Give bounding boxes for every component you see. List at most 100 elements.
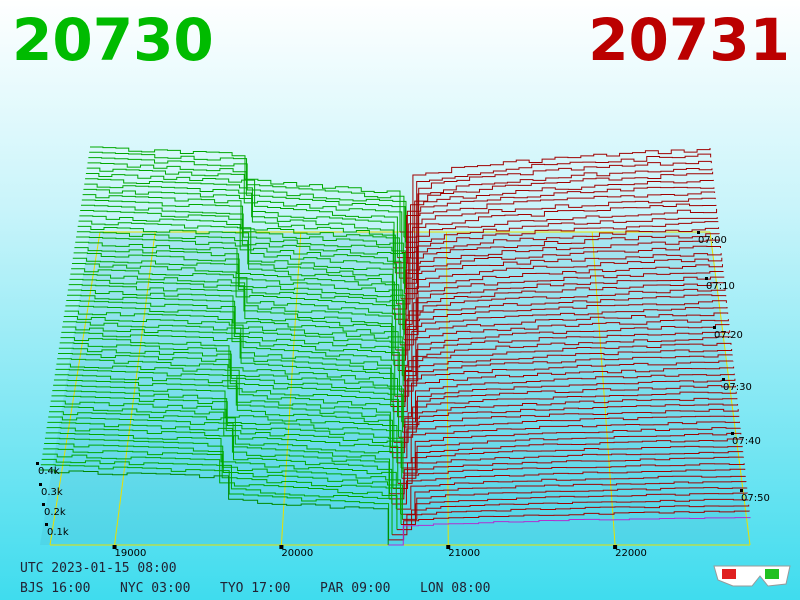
grid-line bbox=[446, 231, 449, 546]
ask-outline bbox=[399, 336, 731, 392]
ask-outline bbox=[403, 432, 742, 474]
time-label: 07:10 bbox=[706, 281, 735, 292]
ask-outline bbox=[404, 221, 719, 295]
bid-outline bbox=[56, 363, 395, 443]
ask-outline bbox=[401, 427, 741, 469]
ask-outline bbox=[389, 456, 744, 495]
ask-price: 20731 bbox=[588, 6, 790, 74]
ask-outline bbox=[394, 342, 732, 397]
glasses-icon bbox=[713, 565, 791, 587]
ask-outline bbox=[400, 481, 747, 515]
depth-label: 0.3k bbox=[41, 487, 63, 498]
time-label: 07:20 bbox=[714, 330, 743, 341]
ask-outline bbox=[393, 397, 738, 443]
ask-outline bbox=[400, 148, 711, 233]
tick-dot bbox=[705, 277, 708, 280]
bid-price: 20730 bbox=[12, 6, 214, 74]
ask-outline bbox=[405, 160, 712, 243]
bid-outline bbox=[71, 262, 401, 345]
ask-outline bbox=[402, 264, 723, 330]
bid-outline bbox=[40, 464, 390, 540]
bid-outline bbox=[82, 194, 400, 279]
bid-outline bbox=[55, 368, 391, 448]
bid-outline bbox=[72, 257, 405, 340]
ask-outline bbox=[404, 324, 730, 382]
ask-outline bbox=[402, 487, 748, 520]
bid-outline bbox=[44, 443, 403, 520]
bid-outline bbox=[51, 395, 404, 474]
grid-line bbox=[280, 231, 302, 546]
ask-outline bbox=[392, 294, 727, 356]
price-label: 22000 bbox=[615, 548, 647, 559]
ask-outline bbox=[393, 239, 721, 310]
bid-outline bbox=[60, 337, 399, 417]
utc-time: UTC 2023-01-15 08:00 bbox=[20, 561, 177, 576]
ask-outline bbox=[401, 492, 748, 525]
ask-outline bbox=[392, 415, 740, 459]
ask-outline bbox=[392, 504, 750, 536]
ask-outline bbox=[394, 253, 722, 320]
bid-outline bbox=[68, 284, 395, 366]
clock: BJS 16:00 bbox=[20, 581, 90, 596]
tick-dot bbox=[740, 489, 743, 492]
ask-outline bbox=[401, 171, 714, 254]
price-label: 19000 bbox=[115, 548, 147, 559]
ask-outline bbox=[388, 517, 751, 546]
ask-outline bbox=[393, 360, 734, 413]
depth-label: 0.2k bbox=[44, 507, 66, 518]
depth-layers bbox=[40, 146, 751, 546]
ask-outline bbox=[399, 203, 717, 279]
ask-outline bbox=[400, 282, 725, 346]
ask-outline bbox=[392, 451, 744, 490]
ask-outline bbox=[396, 421, 741, 464]
bid-outline bbox=[49, 411, 394, 489]
ask-outline bbox=[391, 348, 733, 402]
tick-dot bbox=[112, 545, 117, 549]
bid-outline bbox=[40, 469, 389, 545]
bid-outline bbox=[43, 448, 402, 525]
bid-outline bbox=[42, 453, 398, 530]
bid-outline bbox=[85, 178, 395, 263]
bid-outline bbox=[54, 374, 391, 453]
ask-outline bbox=[389, 463, 745, 500]
bid-outline bbox=[90, 146, 401, 232]
tick-dot bbox=[45, 523, 48, 526]
bid-outline bbox=[53, 379, 393, 458]
ask-outline bbox=[391, 468, 746, 505]
tick-dot bbox=[42, 503, 45, 506]
ask-outline bbox=[388, 510, 750, 541]
bid-outline bbox=[86, 167, 403, 253]
bid-outline bbox=[64, 310, 400, 392]
ask-outline bbox=[393, 191, 716, 269]
ask-outline bbox=[403, 378, 736, 428]
bid-outline bbox=[78, 220, 398, 304]
bid-outline bbox=[63, 315, 396, 397]
bid-outline bbox=[62, 321, 392, 402]
clock: PAR 09:00 bbox=[320, 581, 390, 596]
bid-outline bbox=[53, 384, 398, 463]
bid-outline bbox=[75, 241, 400, 325]
ask-outline bbox=[396, 475, 746, 510]
tick-dot bbox=[697, 231, 700, 234]
ask-outline bbox=[393, 307, 728, 366]
ask-outline bbox=[401, 373, 735, 423]
tick-dot bbox=[446, 545, 451, 549]
ask-outline bbox=[394, 186, 715, 264]
time-label: 07:00 bbox=[698, 235, 727, 246]
bid-outline bbox=[71, 268, 397, 351]
ask-outline bbox=[397, 366, 735, 418]
ask-outline bbox=[405, 217, 718, 289]
ask-outline bbox=[402, 385, 737, 433]
time-label: 07:50 bbox=[741, 493, 770, 504]
bid-outline bbox=[41, 458, 393, 535]
bid-outline bbox=[88, 157, 407, 243]
bid-outline bbox=[73, 252, 406, 335]
depth-label: 0.1k bbox=[47, 527, 69, 538]
clock: TYO 17:00 bbox=[220, 581, 290, 596]
bid-outline bbox=[87, 162, 406, 248]
bid-outline bbox=[80, 204, 406, 289]
bid-outline bbox=[48, 416, 390, 494]
ask-outline bbox=[395, 197, 716, 274]
bid-outline bbox=[52, 390, 402, 469]
